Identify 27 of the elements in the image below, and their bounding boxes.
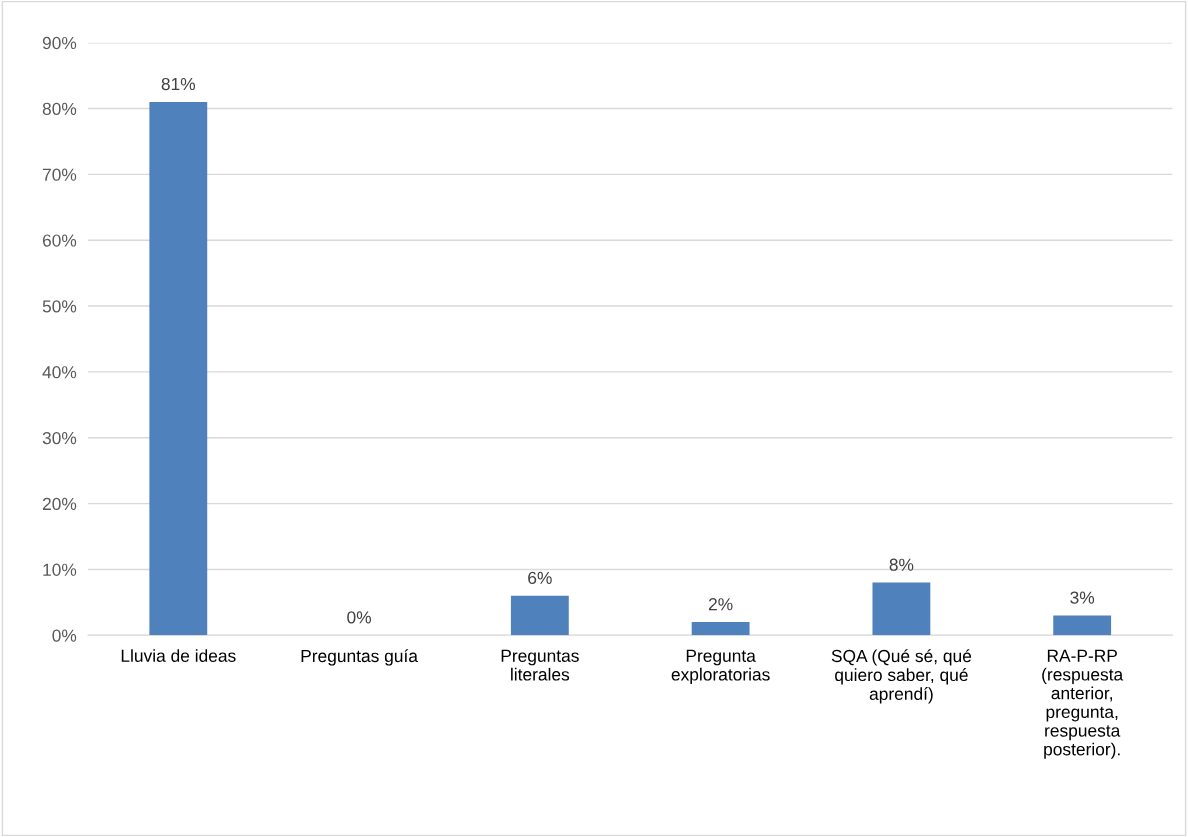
data-label: 0%: [347, 611, 371, 624]
data-label: 3%: [1070, 591, 1095, 604]
data-label: 2%: [708, 598, 733, 611]
bar: [510, 595, 569, 636]
y-tick-label: 70%: [42, 168, 77, 181]
x-tick-label: Lluvia de ideas: [121, 649, 236, 662]
x-tick-label: Pregunta exploratorias: [671, 649, 770, 685]
data-label: 8%: [889, 558, 914, 571]
x-tick-label: RA-P-RP (respuesta anterior, pregunta, respuesta posterior).: [1042, 649, 1124, 759]
y-tick-label: 50%: [42, 300, 77, 313]
y-tick-label: 0%: [52, 629, 77, 642]
y-tick-label: 10%: [43, 563, 77, 576]
bar: [691, 622, 750, 636]
x-tick-label: SQA (Qué sé, qué quiero saber, qué aprendí): [831, 649, 972, 704]
y-tick-label: 90%: [42, 36, 77, 50]
bar: [149, 101, 208, 636]
y-tick-label: 40%: [42, 366, 77, 379]
x-tick-label: Preguntas guía: [301, 649, 418, 666]
x-tick-label: Preguntas literales: [501, 649, 579, 681]
y-tick-label: 20%: [42, 497, 77, 511]
data-label: 6%: [528, 571, 552, 585]
bar: [1053, 615, 1112, 636]
y-tick-label: 30%: [42, 431, 77, 445]
y-tick-label: 60%: [42, 234, 77, 247]
bar: [872, 582, 931, 636]
y-tick-label: 80%: [42, 102, 77, 115]
data-label: 81%: [161, 77, 196, 91]
